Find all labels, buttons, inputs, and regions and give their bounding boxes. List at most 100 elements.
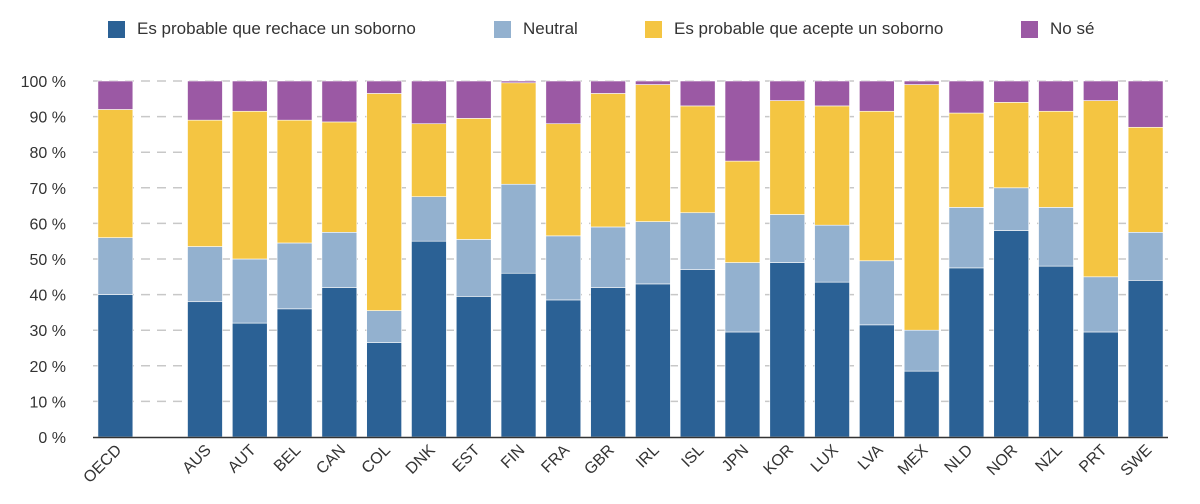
legend-item-rechace[interactable]: Es probable que rechace un soborno bbox=[108, 18, 416, 40]
bar-segment-LUX-s0[interactable] bbox=[814, 281, 850, 438]
bar-segment-CAN-s1[interactable] bbox=[321, 232, 358, 288]
bar-segment-AUS-s0[interactable] bbox=[187, 301, 223, 438]
bar-segment-NOR-s1[interactable] bbox=[993, 187, 1029, 231]
bar-segment-KOR-s0[interactable] bbox=[769, 262, 806, 438]
bar-segment-PRT-s0[interactable] bbox=[1083, 331, 1119, 438]
bar-segment-NOR-s3[interactable] bbox=[993, 80, 1029, 103]
bar-segment-IRL-s2[interactable] bbox=[635, 84, 671, 222]
bar-segment-MEX-s1[interactable] bbox=[903, 329, 940, 372]
bar-segment-FRA-s2[interactable] bbox=[545, 123, 582, 237]
bar-segment-KOR-s3[interactable] bbox=[769, 80, 806, 101]
bar-segment-AUS-s3[interactable] bbox=[187, 80, 223, 121]
bar-segment-LUX-s1[interactable] bbox=[814, 224, 850, 283]
bar-segment-EST-s3[interactable] bbox=[455, 80, 492, 119]
bar-segment-BEL-s3[interactable] bbox=[276, 80, 313, 121]
bar-segment-OECD-s3[interactable] bbox=[97, 80, 134, 110]
bar-segment-DNK-s1[interactable] bbox=[411, 196, 447, 242]
bar-segment-MEX-s0[interactable] bbox=[903, 370, 940, 438]
bar-segment-NLD-s1[interactable] bbox=[948, 207, 985, 269]
bar-segment-NZL-s0[interactable] bbox=[1038, 265, 1074, 438]
bar-segment-FRA-s1[interactable] bbox=[545, 235, 582, 301]
bar-segment-AUS-s2[interactable] bbox=[187, 119, 223, 247]
bar-segment-CAN-s3[interactable] bbox=[321, 80, 358, 123]
bar-segment-LVA-s2[interactable] bbox=[859, 110, 895, 262]
bar-segment-FRA-s0[interactable] bbox=[545, 299, 582, 438]
bar-segment-EST-s2[interactable] bbox=[455, 118, 492, 240]
bar-segment-MEX-s3[interactable] bbox=[903, 80, 940, 85]
bar-segment-NOR-s2[interactable] bbox=[993, 102, 1029, 189]
bar-segment-OECD-s0[interactable] bbox=[97, 294, 134, 438]
bar-segment-JPN-s2[interactable] bbox=[724, 160, 761, 263]
x-tick-label-CAN: CAN bbox=[313, 442, 349, 478]
bar-segment-LVA-s1[interactable] bbox=[859, 260, 895, 326]
bar-segment-LVA-s3[interactable] bbox=[859, 80, 895, 112]
bar-segment-PRT-s2[interactable] bbox=[1083, 100, 1119, 278]
bar-segment-JPN-s1[interactable] bbox=[724, 262, 761, 333]
bar-segment-CAN-s2[interactable] bbox=[321, 121, 358, 233]
bar-segment-DNK-s2[interactable] bbox=[411, 123, 447, 198]
bar-segment-ISL-s2[interactable] bbox=[679, 105, 716, 214]
bar-segment-GBR-s2[interactable] bbox=[590, 93, 626, 228]
bar-segment-FIN-s0[interactable] bbox=[500, 272, 537, 438]
bar-segment-JPN-s3[interactable] bbox=[724, 80, 761, 162]
bar-segment-SWE-s1[interactable] bbox=[1127, 232, 1164, 281]
bar-segment-COL-s2[interactable] bbox=[366, 93, 402, 311]
bar-segment-SWE-s3[interactable] bbox=[1127, 80, 1164, 128]
bar-segment-COL-s1[interactable] bbox=[366, 310, 402, 343]
legend-item-neutral[interactable]: Neutral bbox=[494, 18, 578, 40]
y-tick-label: 0 % bbox=[38, 430, 66, 447]
bar-segment-LUX-s3[interactable] bbox=[814, 80, 850, 107]
bar-segment-BEL-s2[interactable] bbox=[276, 119, 313, 244]
bar-segment-PRT-s1[interactable] bbox=[1083, 276, 1119, 333]
bar-segment-LVA-s0[interactable] bbox=[859, 324, 895, 438]
bar-segment-IRL-s0[interactable] bbox=[635, 283, 671, 438]
bar-segment-EST-s1[interactable] bbox=[455, 239, 492, 297]
bar-segment-GBR-s3[interactable] bbox=[590, 80, 626, 94]
bar-segment-DNK-s0[interactable] bbox=[411, 240, 447, 438]
bar-segment-OECD-s1[interactable] bbox=[97, 237, 134, 295]
bar-segment-LUX-s2[interactable] bbox=[814, 105, 850, 226]
bar-segment-AUT-s3[interactable] bbox=[232, 80, 268, 112]
bar-segment-ISL-s3[interactable] bbox=[679, 80, 716, 107]
bar-segment-SWE-s2[interactable] bbox=[1127, 126, 1164, 233]
bar-segment-AUT-s2[interactable] bbox=[232, 110, 268, 260]
bar-segment-MEX-s2[interactable] bbox=[903, 84, 940, 331]
bar-segment-AUT-s1[interactable] bbox=[232, 258, 268, 324]
bar-segment-GBR-s1[interactable] bbox=[590, 226, 626, 288]
legend-item-no-se[interactable]: No sé bbox=[1021, 18, 1094, 40]
bar-segment-IRL-s1[interactable] bbox=[635, 221, 671, 285]
bar-segment-FRA-s3[interactable] bbox=[545, 80, 582, 125]
bar-segment-NZL-s2[interactable] bbox=[1038, 110, 1074, 208]
bar-segment-NZL-s1[interactable] bbox=[1038, 207, 1074, 267]
bar-segment-NZL-s3[interactable] bbox=[1038, 80, 1074, 112]
bar-segment-BEL-s1[interactable] bbox=[276, 242, 313, 310]
bar-segment-OECD-s2[interactable] bbox=[97, 109, 134, 238]
bar-segment-KOR-s1[interactable] bbox=[769, 214, 806, 263]
bar-segment-JPN-s0[interactable] bbox=[724, 331, 761, 438]
bar-segment-BEL-s0[interactable] bbox=[276, 308, 313, 438]
bar-segment-FIN-s2[interactable] bbox=[500, 82, 537, 185]
x-tick-label-MEX: MEX bbox=[895, 442, 932, 479]
bar-segment-CAN-s0[interactable] bbox=[321, 287, 358, 438]
bar-segment-NLD-s0[interactable] bbox=[948, 267, 985, 438]
bar-segment-NLD-s2[interactable] bbox=[948, 112, 985, 208]
bar-segment-FIN-s3[interactable] bbox=[500, 80, 537, 84]
bar-segment-KOR-s2[interactable] bbox=[769, 100, 806, 215]
bar-segment-COL-s0[interactable] bbox=[366, 342, 402, 438]
bar-segment-ISL-s0[interactable] bbox=[679, 269, 716, 438]
bar-segment-EST-s0[interactable] bbox=[455, 296, 492, 438]
bar-segment-COL-s3[interactable] bbox=[366, 80, 402, 94]
bar-segment-ISL-s1[interactable] bbox=[679, 212, 716, 270]
x-tick-label-ISL: ISL bbox=[679, 442, 708, 471]
bar-segment-NOR-s0[interactable] bbox=[993, 230, 1029, 438]
bar-segment-AUS-s1[interactable] bbox=[187, 246, 223, 303]
bar-segment-GBR-s0[interactable] bbox=[590, 287, 626, 438]
bar-segment-NLD-s3[interactable] bbox=[948, 80, 985, 114]
bar-segment-SWE-s0[interactable] bbox=[1127, 280, 1164, 438]
legend-item-acepte[interactable]: Es probable que acepte un soborno bbox=[645, 18, 943, 40]
bar-segment-DNK-s3[interactable] bbox=[411, 80, 447, 125]
bar-segment-PRT-s3[interactable] bbox=[1083, 80, 1119, 101]
bar-segment-FIN-s1[interactable] bbox=[500, 183, 537, 274]
bar-segment-AUT-s0[interactable] bbox=[232, 322, 268, 438]
bar-segment-IRL-s3[interactable] bbox=[635, 80, 671, 85]
